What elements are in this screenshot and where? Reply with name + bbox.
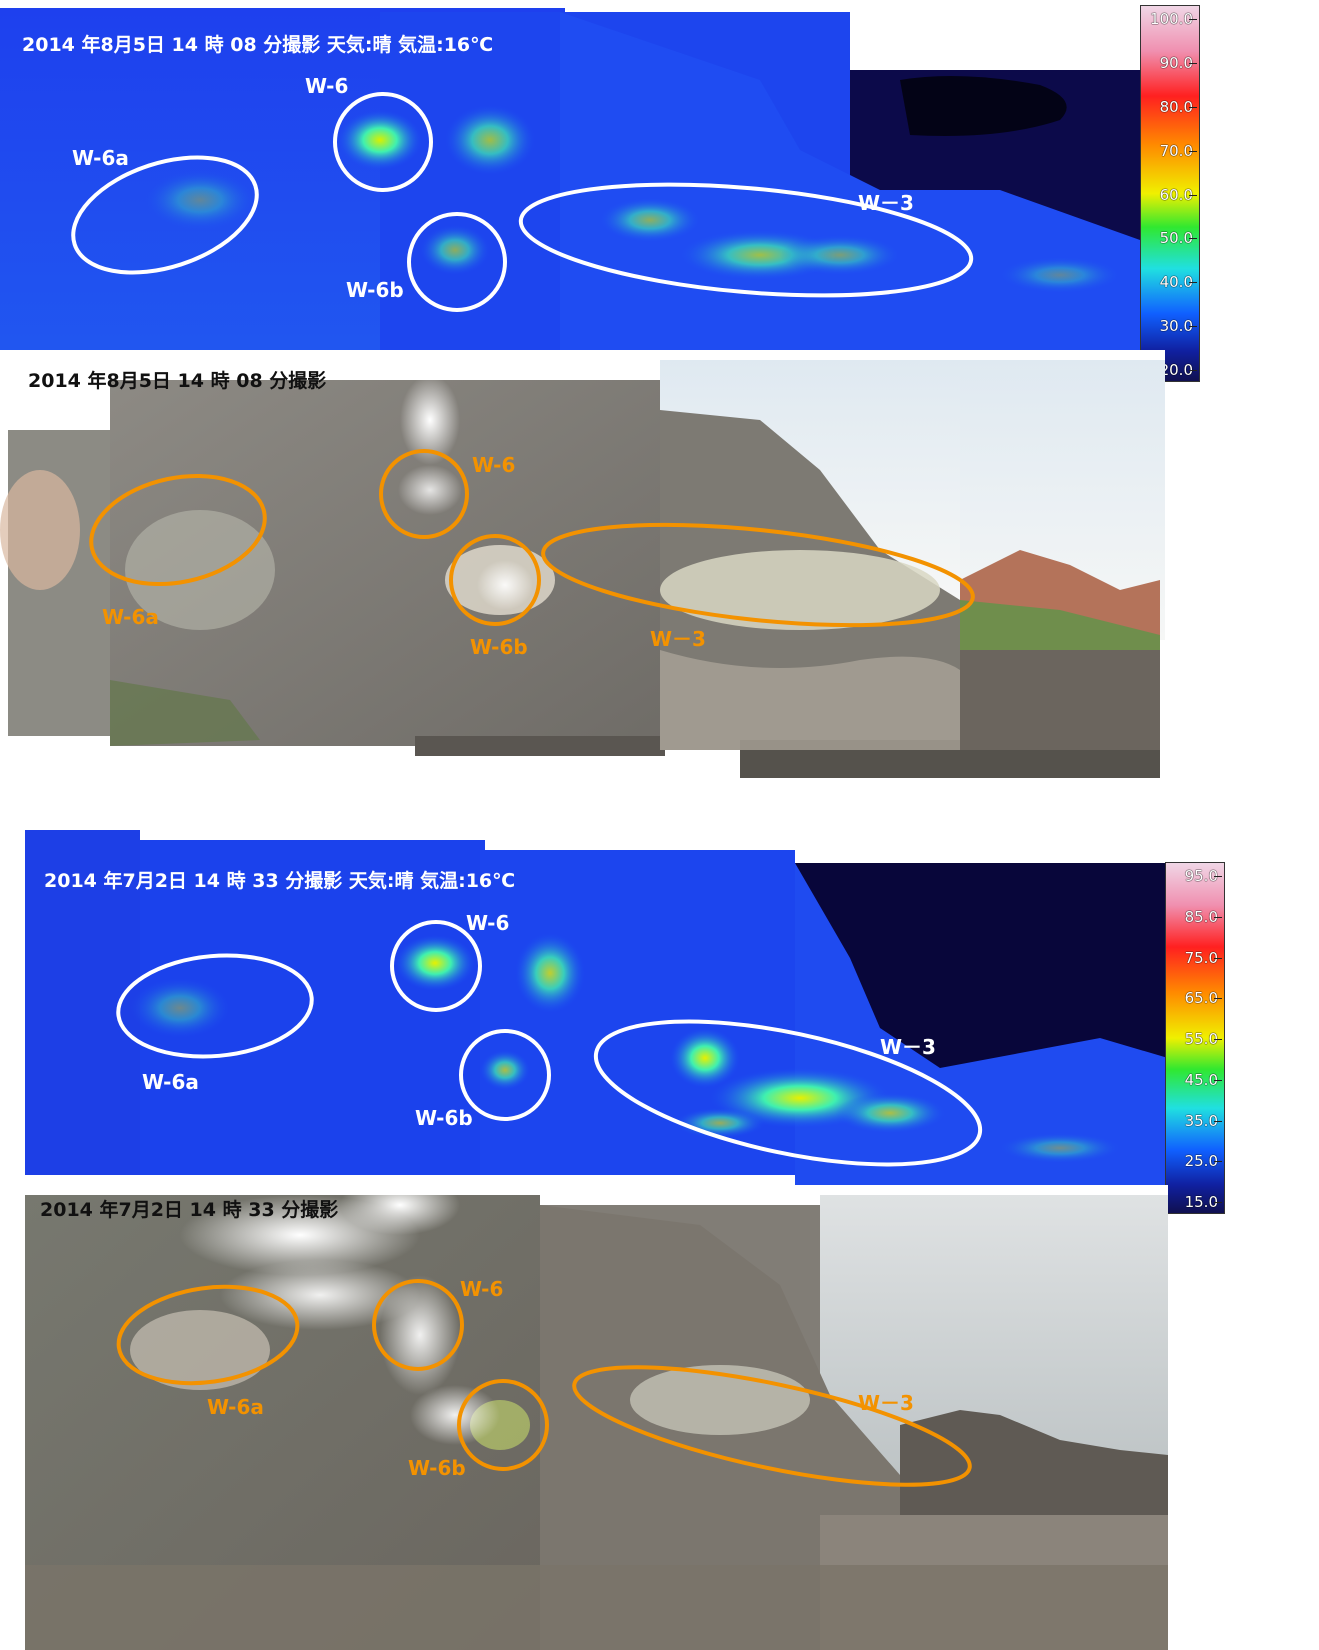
w6b-marker xyxy=(457,1379,549,1471)
scale-tick-mark xyxy=(1214,1120,1222,1122)
w6a-marker xyxy=(116,1284,300,1386)
w6a-label: W-6a xyxy=(142,1070,199,1094)
scale-tick-label: 35.0 xyxy=(1184,1111,1218,1130)
scale-tick-mark xyxy=(1214,916,1222,918)
w3-label: W－3 xyxy=(858,191,914,215)
photo-scene-jul xyxy=(0,1185,1168,1650)
w3-label: W－3 xyxy=(858,1391,914,1415)
photo-scene-aug xyxy=(0,350,1165,780)
scale-tick-mark xyxy=(1214,1202,1222,1203)
w6a-marker xyxy=(71,155,259,275)
photo-aug-caption: 2014 年8月5日 14 時 08 分撮影 xyxy=(28,370,327,392)
temperature-scale-aug: 100.0 90.0 80.0 70.0 60.0 50.0 40.0 30.0 20.0 xyxy=(1140,5,1200,382)
w6-marker xyxy=(333,92,433,192)
w3-label: W－3 xyxy=(880,1035,936,1059)
scale-tick-label: 40.0 xyxy=(1159,273,1193,292)
scale-tick-label: 25.0 xyxy=(1184,1152,1218,1171)
thermal-scene-jul xyxy=(0,828,1168,1198)
w6a-marker xyxy=(116,953,314,1059)
scale-tick-mark xyxy=(1214,876,1222,877)
w3-marker xyxy=(593,1019,983,1167)
w6a-marker xyxy=(89,473,267,587)
scale-tick-label: 100.0 xyxy=(1150,10,1193,28)
scale-tick-label: 95.0 xyxy=(1184,867,1218,885)
temperature-scale-jul: 95.0 85.0 75.0 65.0 55.0 45.0 35.0 25.0 15.0 xyxy=(1165,862,1225,1214)
photo-aug: 2014 年8月5日 14 時 08 分撮影 W-6 W-6a W-6b W－3 xyxy=(0,350,1165,780)
w6-label: W-6 xyxy=(460,1277,504,1301)
w6-marker xyxy=(372,1279,464,1371)
scale-tick-label: 70.0 xyxy=(1159,141,1193,160)
thermal-image-aug: 2014 年8月5日 14 時 08 分撮影 天気:晴 気温:16℃ W-6 W… xyxy=(0,0,1140,380)
scale-tick-label: 80.0 xyxy=(1159,97,1193,116)
scale-tick-mark xyxy=(1214,1161,1222,1163)
w6a-label: W-6a xyxy=(207,1395,264,1419)
scale-tick-label: 15.0 xyxy=(1184,1193,1218,1211)
scale-tick-mark xyxy=(1214,1079,1222,1081)
thermal-aug-caption: 2014 年8月5日 14 時 08 分撮影 天気:晴 気温:16℃ xyxy=(22,34,494,56)
scale-tick-label: 90.0 xyxy=(1159,53,1193,72)
photo-jul: 2014 年7月2日 14 時 33 分撮影 W-6 W-6a W-6b W－3 xyxy=(0,1185,1168,1650)
thermal-scene-aug xyxy=(0,0,1140,380)
scale-tick-label: 55.0 xyxy=(1184,1030,1218,1048)
w6-marker xyxy=(379,449,469,539)
w6-label: W-6 xyxy=(472,453,516,477)
w6b-label: W-6b xyxy=(346,278,404,302)
w6b-marker xyxy=(459,1029,551,1121)
scale-tick-mark xyxy=(1189,370,1197,371)
w6b-label: W-6b xyxy=(415,1106,473,1130)
w6-label: W-6 xyxy=(466,911,510,935)
scale-tick-mark xyxy=(1214,957,1222,959)
w3-marker xyxy=(518,182,974,298)
scale-tick-mark xyxy=(1189,238,1197,240)
thermal-image-jul: 2014 年7月2日 14 時 33 分撮影 天気:晴 気温:16℃ W-6 W… xyxy=(0,828,1168,1198)
scale-tick-mark xyxy=(1189,150,1197,152)
photo-jul-caption: 2014 年7月2日 14 時 33 分撮影 xyxy=(40,1199,339,1221)
scale-tick-mark xyxy=(1214,998,1222,1000)
w6b-marker xyxy=(407,212,507,312)
scale-tick-mark xyxy=(1189,19,1197,20)
w6b-label: W-6b xyxy=(470,635,528,659)
w3-label: W－3 xyxy=(650,627,706,651)
w6a-label: W-6a xyxy=(72,146,129,170)
scale-tick-label: 60.0 xyxy=(1159,185,1193,204)
scale-tick-mark xyxy=(1189,106,1197,108)
scale-tick-label: 30.0 xyxy=(1159,317,1193,336)
thermal-jul-caption: 2014 年7月2日 14 時 33 分撮影 天気:晴 気温:16℃ xyxy=(44,870,516,892)
scale-tick-label: 85.0 xyxy=(1184,907,1218,926)
w6-marker xyxy=(390,920,482,1012)
scale-tick-mark xyxy=(1189,62,1197,64)
scale-tick-label: 50.0 xyxy=(1159,229,1193,248)
w3-marker xyxy=(572,1365,972,1487)
scale-tick-mark xyxy=(1214,1039,1222,1040)
scale-tick-mark xyxy=(1189,194,1197,196)
scale-tick-label: 75.0 xyxy=(1184,948,1218,967)
w6-label: W-6 xyxy=(305,74,349,98)
scale-tick-mark xyxy=(1189,282,1197,284)
w6a-label: W-6a xyxy=(102,605,159,629)
w6b-marker xyxy=(449,534,541,626)
scale-tick-label: 20.0 xyxy=(1159,361,1193,379)
scale-tick-label: 45.0 xyxy=(1184,1070,1218,1089)
scale-tick-label: 65.0 xyxy=(1184,989,1218,1008)
w6b-label: W-6b xyxy=(408,1456,466,1480)
w3-marker xyxy=(541,522,975,628)
scale-tick-mark xyxy=(1189,326,1197,328)
